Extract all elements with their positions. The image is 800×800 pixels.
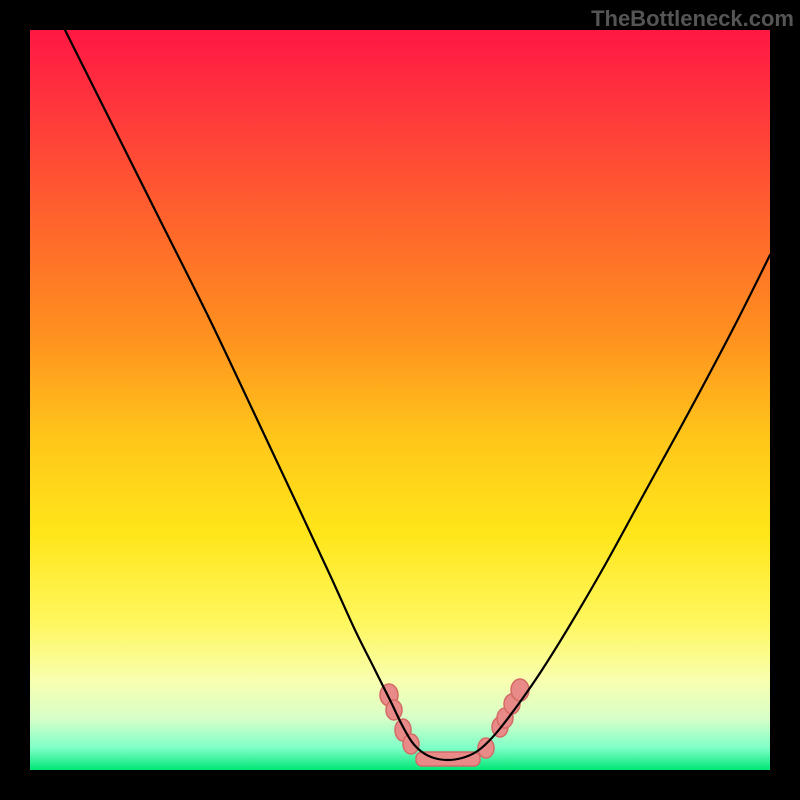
bottom-marker bbox=[511, 679, 529, 701]
chart-svg bbox=[30, 30, 770, 770]
bottom-marker-group bbox=[380, 679, 529, 766]
plot-area bbox=[30, 30, 770, 770]
watermark-text: TheBottleneck.com bbox=[591, 6, 794, 32]
stage: TheBottleneck.com bbox=[0, 0, 800, 800]
bottom-marker bbox=[403, 734, 419, 754]
bottleneck-curve bbox=[65, 30, 770, 760]
